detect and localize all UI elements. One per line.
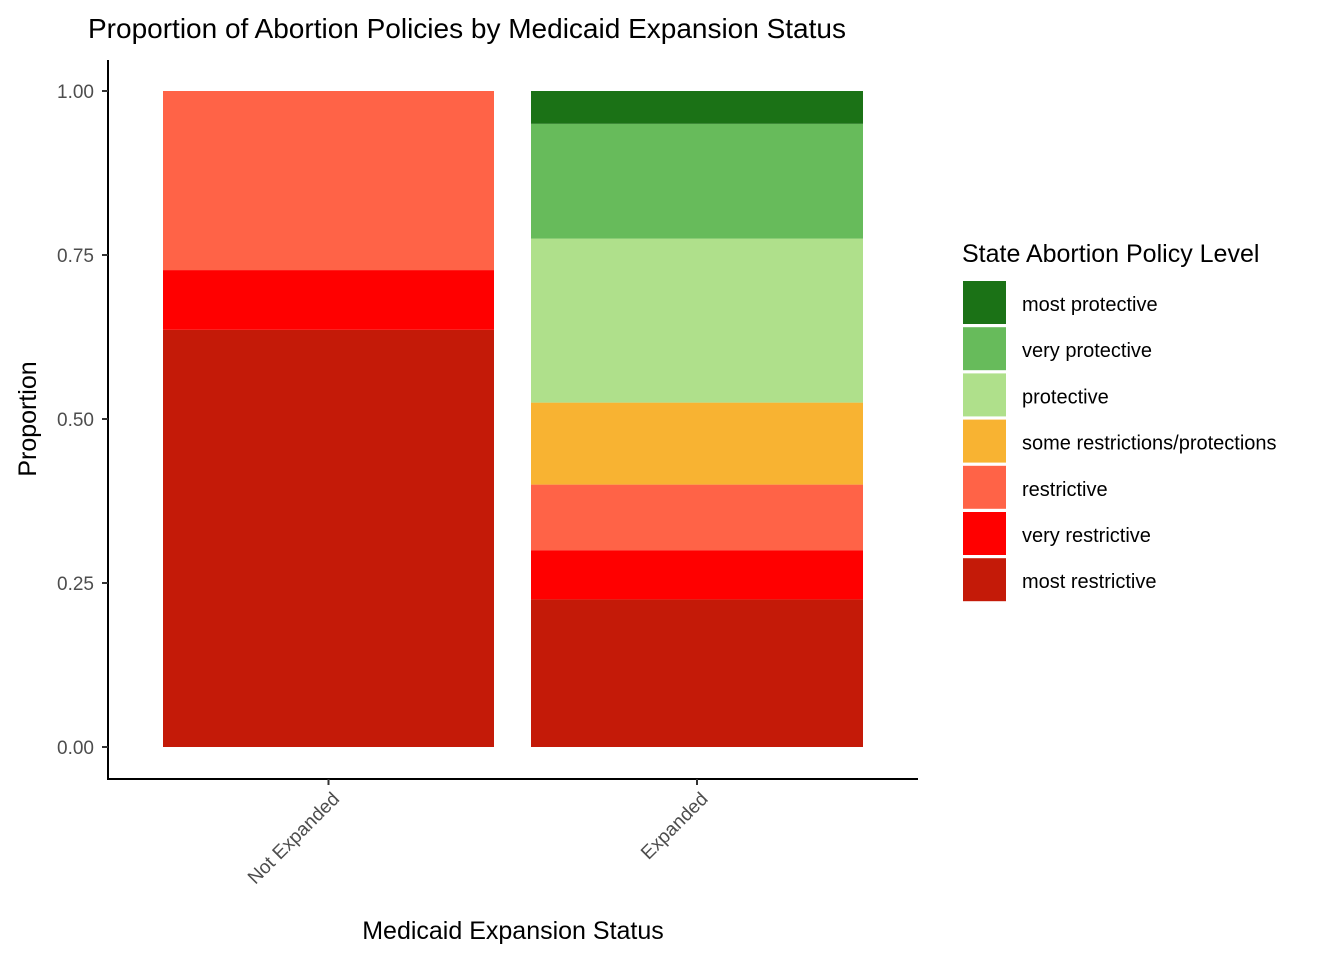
bar-segment-expanded-most-protective (531, 91, 863, 124)
legend-swatch-protective (963, 373, 1006, 417)
legend-label-protective: protective (1022, 386, 1109, 408)
legend-swatch-some-restrictions-protections (963, 419, 1006, 463)
legend-label-some-restrictions-protections: some restrictions/protections (1022, 433, 1277, 455)
legend-label-restrictive: restrictive (1022, 479, 1108, 501)
bar-segment-expanded-most-restrictive (531, 599, 863, 747)
x-ticks-layer: Not Expanded Expanded (244, 779, 713, 889)
y-tick-label: 0.75 (57, 246, 94, 267)
bar-segment-expanded-very-restrictive (531, 550, 863, 600)
x-axis-title: Medicaid Expansion Status (362, 917, 664, 945)
y-axis-title: Proportion (14, 361, 42, 476)
chart-title: Proportion of Abortion Policies by Medic… (88, 13, 846, 44)
bar-segment-expanded-protective (531, 238, 863, 403)
y-tick-label: 0.50 (57, 410, 94, 431)
legend-swatch-most-restrictive (963, 558, 1006, 602)
legend-swatch-very-restrictive (963, 512, 1006, 555)
y-tick-label: 0.25 (57, 574, 94, 595)
legend-swatch-very-protective (963, 327, 1006, 371)
legend-label-most-restrictive: most restrictive (1022, 571, 1156, 593)
x-tick-label: Expanded (637, 789, 712, 864)
bar-segment-expanded-very-protective (531, 123, 863, 239)
legend-label-very-restrictive: very restrictive (1022, 525, 1151, 547)
legend-title: State Abortion Policy Level (962, 240, 1259, 268)
legend-label-most-protective: most protective (1022, 294, 1158, 316)
legend: most protective very protective protective… (963, 281, 1277, 602)
bars-layer (163, 91, 863, 747)
y-tick-label: 0.00 (57, 738, 94, 759)
bar-segment-not-expanded-restrictive (163, 91, 494, 271)
y-ticks-layer: 0.00 0.25 0.50 0.75 1.00 (57, 82, 108, 759)
bar-segment-expanded-some-restrictions-protections (531, 402, 863, 485)
bar-segment-expanded-restrictive (531, 484, 863, 551)
legend-swatch-restrictive (963, 465, 1006, 509)
y-tick-label: 1.00 (57, 82, 94, 103)
legend-label-very-protective: very protective (1022, 340, 1152, 362)
legend-swatch-most-protective (963, 281, 1006, 324)
bar-segment-not-expanded-very-restrictive (163, 270, 494, 330)
bar-segment-not-expanded-most-restrictive (163, 329, 494, 747)
x-tick-label: Not Expanded (244, 789, 344, 889)
